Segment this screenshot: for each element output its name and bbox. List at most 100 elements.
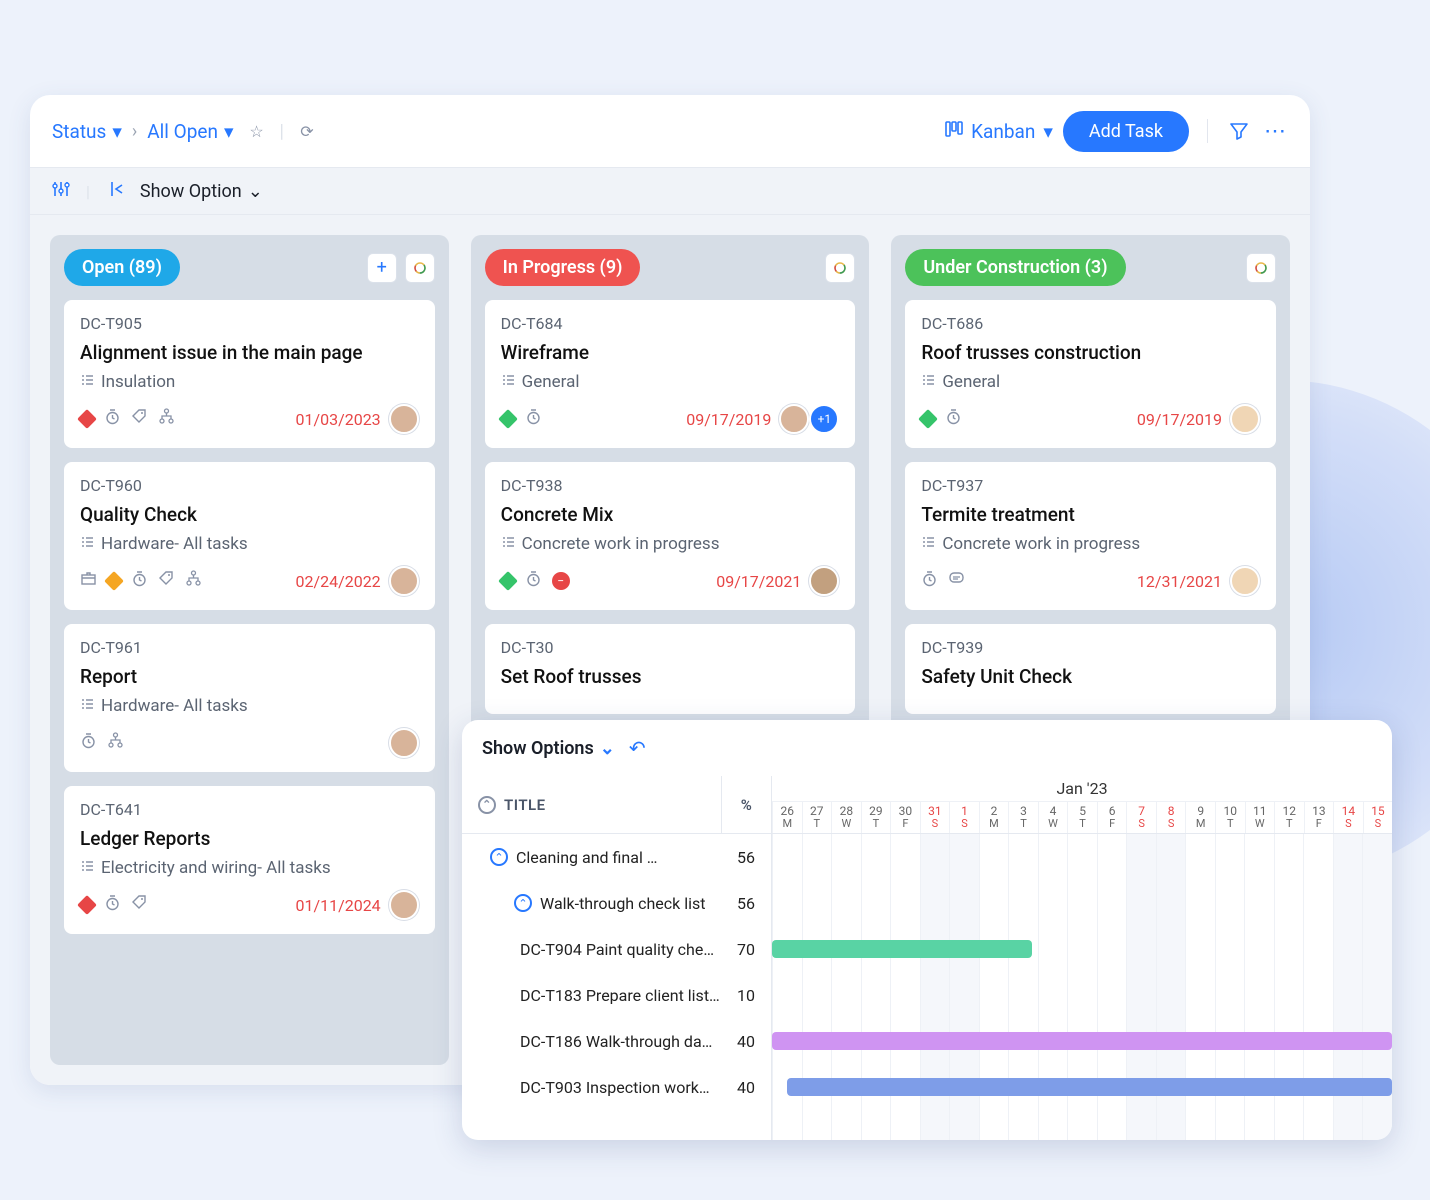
- sub-bar: | Show Option ⌄: [30, 167, 1310, 215]
- task-card[interactable]: DC-T939Safety Unit Check: [905, 624, 1276, 714]
- gantt-day: 4W: [1038, 802, 1068, 833]
- gantt-grid: [772, 834, 1392, 1140]
- task-title: Set Roof trusses: [501, 665, 840, 688]
- task-footer: 01/11/2024: [80, 890, 419, 920]
- task-card[interactable]: DC-T905Alignment issue in the main pageI…: [64, 300, 435, 448]
- gantt-day: 7S: [1126, 802, 1156, 833]
- task-id: DC-T939: [921, 638, 1260, 657]
- breadcrumb-view[interactable]: All Open ▾: [147, 120, 233, 143]
- assignee-more-badge[interactable]: +1: [809, 404, 839, 434]
- gantt-row[interactable]: DC-T183 Prepare client list…10: [462, 972, 771, 1018]
- task-icons: [80, 408, 175, 430]
- tag-icon: [158, 570, 175, 592]
- timer-icon: [945, 408, 962, 430]
- filter-icon[interactable]: [1226, 118, 1252, 144]
- task-icons: −: [501, 570, 570, 592]
- chevron-down-icon: ⌄: [600, 738, 615, 759]
- task-card[interactable]: DC-T937Termite treatmentConcrete work in…: [905, 462, 1276, 610]
- gantt-rows: ⌃Cleaning and final …56⌃Walk-through che…: [462, 834, 771, 1110]
- column-menu-button[interactable]: [1246, 253, 1276, 283]
- undo-icon[interactable]: ↶: [629, 736, 646, 760]
- assignee-avatar[interactable]: [779, 404, 809, 434]
- star-icon[interactable]: ☆: [243, 118, 269, 144]
- task-category: Hardware- All tasks: [80, 534, 419, 554]
- add-card-button[interactable]: +: [367, 253, 397, 283]
- expand-icon[interactable]: ⌃: [490, 848, 508, 866]
- column-menu-button[interactable]: [825, 253, 855, 283]
- show-option-button[interactable]: Show Option ⌄: [140, 181, 263, 202]
- gantt-right: Jan '23 26M27T28W29T30F31S1S2M3T4W5T6F7S…: [772, 776, 1392, 1140]
- collapse-icon[interactable]: [106, 180, 124, 203]
- column-actions: [825, 253, 855, 283]
- collapse-all-icon[interactable]: ⌃: [478, 796, 496, 814]
- top-bar: Status ▾ › All Open ▾ ☆ | ⟳ Kanban ▾ Add…: [30, 95, 1310, 167]
- gantt-row[interactable]: DC-T903 Inspection work…40: [462, 1064, 771, 1110]
- refresh-icon[interactable]: ⟳: [294, 118, 320, 144]
- assignee-avatar[interactable]: [389, 404, 419, 434]
- column-menu-button[interactable]: [405, 253, 435, 283]
- task-card[interactable]: DC-T641Ledger ReportsElectricity and wir…: [64, 786, 435, 934]
- gantt-row[interactable]: ⌃Walk-through check list56: [462, 880, 771, 926]
- gantt-row[interactable]: DC-T186 Walk-through da…40: [462, 1018, 771, 1064]
- task-title: Alignment issue in the main page: [80, 341, 419, 364]
- task-date: 02/24/2022: [296, 572, 381, 591]
- add-task-button[interactable]: Add Task: [1063, 111, 1189, 152]
- priority-low-icon: [498, 409, 518, 429]
- chevron-down-icon: ▾: [224, 120, 234, 143]
- more-icon[interactable]: ⋯: [1262, 118, 1288, 144]
- gantt-day: 6F: [1097, 802, 1127, 833]
- task-card[interactable]: DC-T960Quality CheckHardware- All tasks0…: [64, 462, 435, 610]
- assignee-avatar[interactable]: [809, 566, 839, 596]
- gantt-row-pct: 40: [721, 1032, 771, 1051]
- assignee-avatar[interactable]: [1230, 404, 1260, 434]
- task-id: DC-T905: [80, 314, 419, 333]
- gantt-day: 14S: [1333, 802, 1363, 833]
- task-card[interactable]: DC-T938Concrete MixConcrete work in prog…: [485, 462, 856, 610]
- task-footer: − 09/17/2021: [501, 566, 840, 596]
- breadcrumb-view-label: All Open: [147, 120, 218, 143]
- gantt-row-title: DC-T904 Paint quality che…: [462, 940, 721, 959]
- gantt-show-options-label: Show Options: [482, 738, 594, 759]
- gantt-day: 15S: [1363, 802, 1392, 833]
- gantt-days: 26M27T28W29T30F31S1S2M3T4W5T6F7S8S9M10T1…: [772, 802, 1392, 834]
- task-icons: [80, 732, 124, 754]
- breadcrumb-status[interactable]: Status ▾: [52, 120, 122, 143]
- list-icon: [80, 858, 95, 878]
- gantt-day: 11W: [1245, 802, 1275, 833]
- task-card[interactable]: DC-T30Set Roof trusses: [485, 624, 856, 714]
- assignee-avatar[interactable]: [1230, 566, 1260, 596]
- task-title: Concrete Mix: [501, 503, 840, 526]
- timer-icon: [921, 570, 938, 592]
- task-card[interactable]: DC-T686Roof trusses constructionGeneral0…: [905, 300, 1276, 448]
- column-actions: +: [367, 253, 435, 283]
- gantt-day: 13F: [1304, 802, 1334, 833]
- gantt-row-pct: 40: [721, 1078, 771, 1097]
- task-card[interactable]: DC-T961ReportHardware- All tasks: [64, 624, 435, 772]
- task-date: 09/17/2021: [716, 572, 801, 591]
- task-date: 12/31/2021: [1137, 572, 1222, 591]
- gantt-show-options[interactable]: Show Options ⌄: [482, 738, 615, 759]
- tag-icon: [131, 894, 148, 916]
- gantt-row[interactable]: ⌃Cleaning and final …56: [462, 834, 771, 880]
- tag-icon: [131, 408, 148, 430]
- expand-icon[interactable]: ⌃: [514, 894, 532, 912]
- gantt-day: 2M: [979, 802, 1009, 833]
- gantt-panel: Show Options ⌄ ↶ ⌃ TITLE % ⌃Cleaning and…: [462, 720, 1392, 1140]
- gantt-row[interactable]: DC-T904 Paint quality che…70: [462, 926, 771, 972]
- task-card[interactable]: DC-T684WireframeGeneral09/17/2019+1: [485, 300, 856, 448]
- gantt-bar[interactable]: [772, 940, 1032, 958]
- gantt-day: 10T: [1215, 802, 1245, 833]
- gantt-bar[interactable]: [772, 1032, 1392, 1050]
- column-actions: [1246, 253, 1276, 283]
- settings-columns-icon[interactable]: [52, 180, 70, 203]
- task-title: Quality Check: [80, 503, 419, 526]
- assignee-avatar[interactable]: [389, 566, 419, 596]
- assignee-avatar[interactable]: [389, 728, 419, 758]
- assignee-avatar[interactable]: [389, 890, 419, 920]
- task-title: Termite treatment: [921, 503, 1260, 526]
- view-toggle[interactable]: Kanban ▾: [945, 120, 1053, 143]
- list-icon: [80, 372, 95, 392]
- gantt-bar[interactable]: [787, 1078, 1392, 1096]
- chevron-down-icon: ⌄: [248, 181, 263, 202]
- hierarchy-icon: [185, 570, 202, 592]
